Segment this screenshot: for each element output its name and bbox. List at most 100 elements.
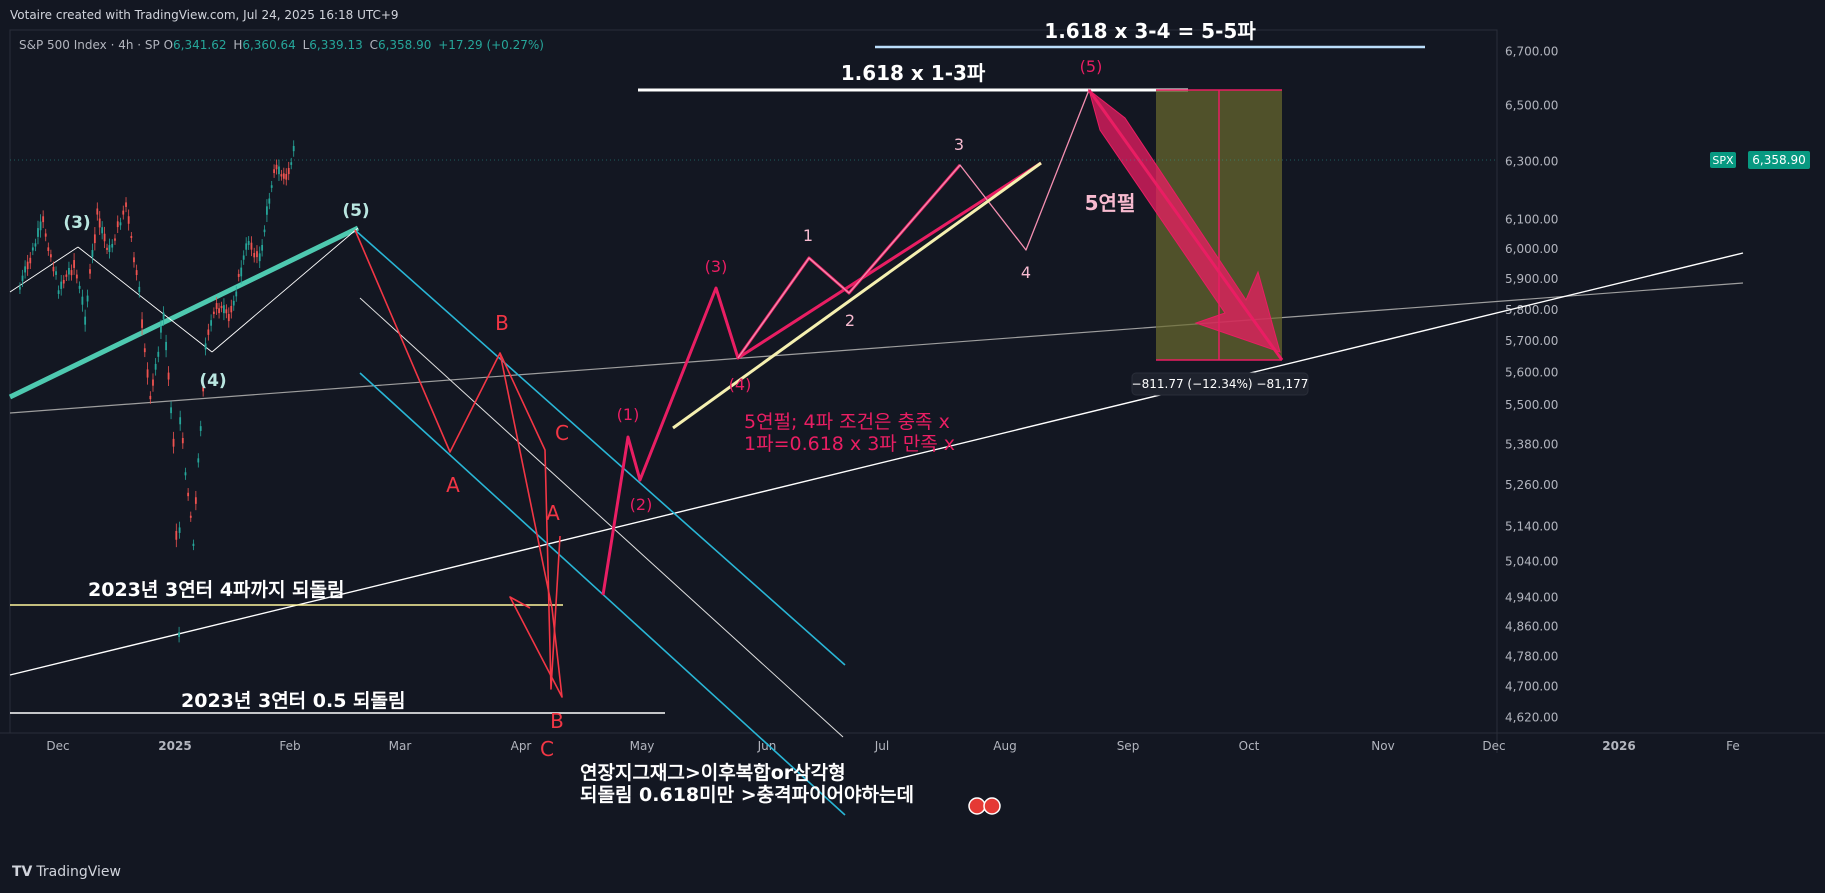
wave-label-pink: (1) (617, 405, 640, 424)
us-flag-icon (968, 797, 986, 815)
candle-body (202, 386, 205, 392)
wave-label-pink: (2) (630, 495, 653, 514)
candle-body (39, 221, 42, 231)
candle-body (247, 241, 250, 245)
candle-body (227, 313, 230, 322)
x-tick-label: Feb (279, 739, 300, 753)
candle-body (70, 270, 73, 276)
wave-label-red: C (540, 737, 554, 761)
candle-body (31, 247, 34, 251)
candle-body (215, 303, 218, 309)
candle-body (268, 198, 271, 204)
candle-body (235, 291, 238, 297)
wave-label-pink: (5) (1080, 57, 1103, 76)
candle-body (189, 515, 192, 518)
open-label: O (163, 38, 174, 52)
candle-body (106, 247, 108, 250)
candle-body (152, 379, 154, 386)
wave-label-pink: 1 (803, 226, 813, 245)
measure-box (1131, 372, 1309, 396)
brand-text: TradingView (36, 864, 121, 880)
candle-body (210, 320, 213, 326)
candle-body (275, 164, 278, 170)
candle-body (114, 238, 116, 241)
thin-wave-line (211, 227, 359, 353)
y-tick-label: 6,300.00 (1505, 155, 1558, 169)
x-tick-label: Aug (993, 739, 1016, 753)
wave-label-red: C (555, 421, 569, 445)
candle-body (44, 233, 47, 237)
candle-body (130, 235, 133, 238)
candle-body (57, 290, 60, 294)
candle-body (154, 363, 157, 370)
candle-body (240, 267, 243, 277)
pink-impulse-path (601, 164, 962, 596)
candle-body (49, 254, 52, 258)
candle-body (165, 341, 167, 351)
attribution-bar: Votaire created with TradingView.com, Ju… (0, 0, 1825, 30)
y-tick-label: 5,800.00 (1505, 303, 1558, 317)
candle-body (207, 329, 210, 335)
candle-body (65, 274, 68, 277)
x-tick-label: Sep (1117, 739, 1140, 753)
candle-body (141, 319, 143, 328)
attribution-text: Votaire created with TradingView.com, Ju… (10, 8, 399, 22)
footer-brand[interactable]: TV TradingView (12, 864, 121, 880)
x-tick-label: Mar (389, 739, 412, 753)
close-value: 6,358.90 (377, 38, 432, 52)
y-tick-label: 4,700.00 (1505, 680, 1558, 694)
wave-label-teal: (3) (63, 213, 90, 233)
measure-label: −811.77 (−12.34%) −81,177 (1132, 377, 1309, 391)
teal-impulse-line (8, 225, 360, 400)
candle-body (68, 267, 70, 275)
wave-label-red: B (495, 311, 509, 335)
candle-body (119, 222, 122, 226)
candle-body (278, 166, 280, 175)
candle-body (19, 286, 21, 290)
candle-body (270, 185, 273, 188)
candle-body (250, 242, 253, 250)
y-tick-label: 6,100.00 (1505, 212, 1558, 226)
candle-body (37, 228, 39, 237)
candle-body (125, 202, 127, 207)
wave-label-pink: 3 (954, 135, 964, 154)
symbol-name[interactable]: S&P 500 Index · 4h · SP (19, 38, 160, 52)
x-tick-label: Fe (1726, 739, 1740, 753)
long-trendline-gray (9, 282, 1744, 414)
high-value: 6,360.64 (242, 38, 296, 52)
candle-body (237, 273, 240, 277)
symbol-tag-label: SPX (1712, 154, 1734, 167)
candle-body (55, 271, 57, 275)
x-tick-label: Dec (46, 739, 69, 753)
candle-body (160, 326, 162, 333)
cream-support-line (672, 161, 1042, 430)
red-correction-path (354, 229, 563, 698)
candle-body (194, 497, 197, 504)
x-tick-label: Apr (511, 739, 532, 753)
candle-body (143, 348, 146, 353)
candle-body (172, 438, 175, 447)
x-tick-label: Nov (1371, 739, 1394, 753)
candle-body (263, 229, 266, 233)
tradingview-logo-icon: TV (12, 864, 33, 880)
candle-body (232, 300, 235, 306)
candle-body (157, 351, 160, 357)
y-tick-label: 5,500.00 (1505, 398, 1558, 412)
y-tick-label: 4,620.00 (1505, 710, 1558, 724)
annotation-condition-1: 5연펄; 4파 조건은 충족 x (744, 411, 950, 433)
candle-body (62, 279, 65, 284)
candle-body (138, 286, 141, 293)
candle-body (75, 274, 78, 279)
candle-body (91, 250, 94, 257)
candle-body (116, 221, 119, 228)
x-tick-label: 2026 (1602, 739, 1635, 753)
candle-body (253, 252, 256, 258)
channel-mid (359, 297, 844, 738)
candle-body (204, 343, 207, 350)
y-tick-label: 5,260.00 (1505, 478, 1558, 492)
high-label: H (233, 38, 243, 52)
candle-body (187, 492, 190, 497)
candle-body (84, 316, 87, 325)
candle-body (178, 527, 181, 533)
